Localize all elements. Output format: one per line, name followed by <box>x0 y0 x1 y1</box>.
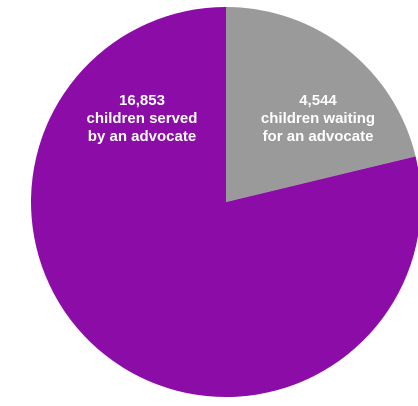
slice-label-value: 16,853 <box>119 92 165 109</box>
slice-label-line: children waiting <box>260 110 376 127</box>
pie-slice-children-served <box>31 7 418 397</box>
slice-label-children-served: 16,853 children served by an advocate <box>87 92 198 146</box>
slice-label-line: for an advocate <box>262 128 374 145</box>
slice-label-line: children served <box>86 110 198 127</box>
pie-slice-children-waiting <box>226 7 416 202</box>
slice-label-children-waiting: 4,544 children waiting for an advocate <box>261 92 375 146</box>
slice-label-value: 4,544 <box>299 92 337 109</box>
slice-label-line: by an advocate <box>87 128 197 145</box>
